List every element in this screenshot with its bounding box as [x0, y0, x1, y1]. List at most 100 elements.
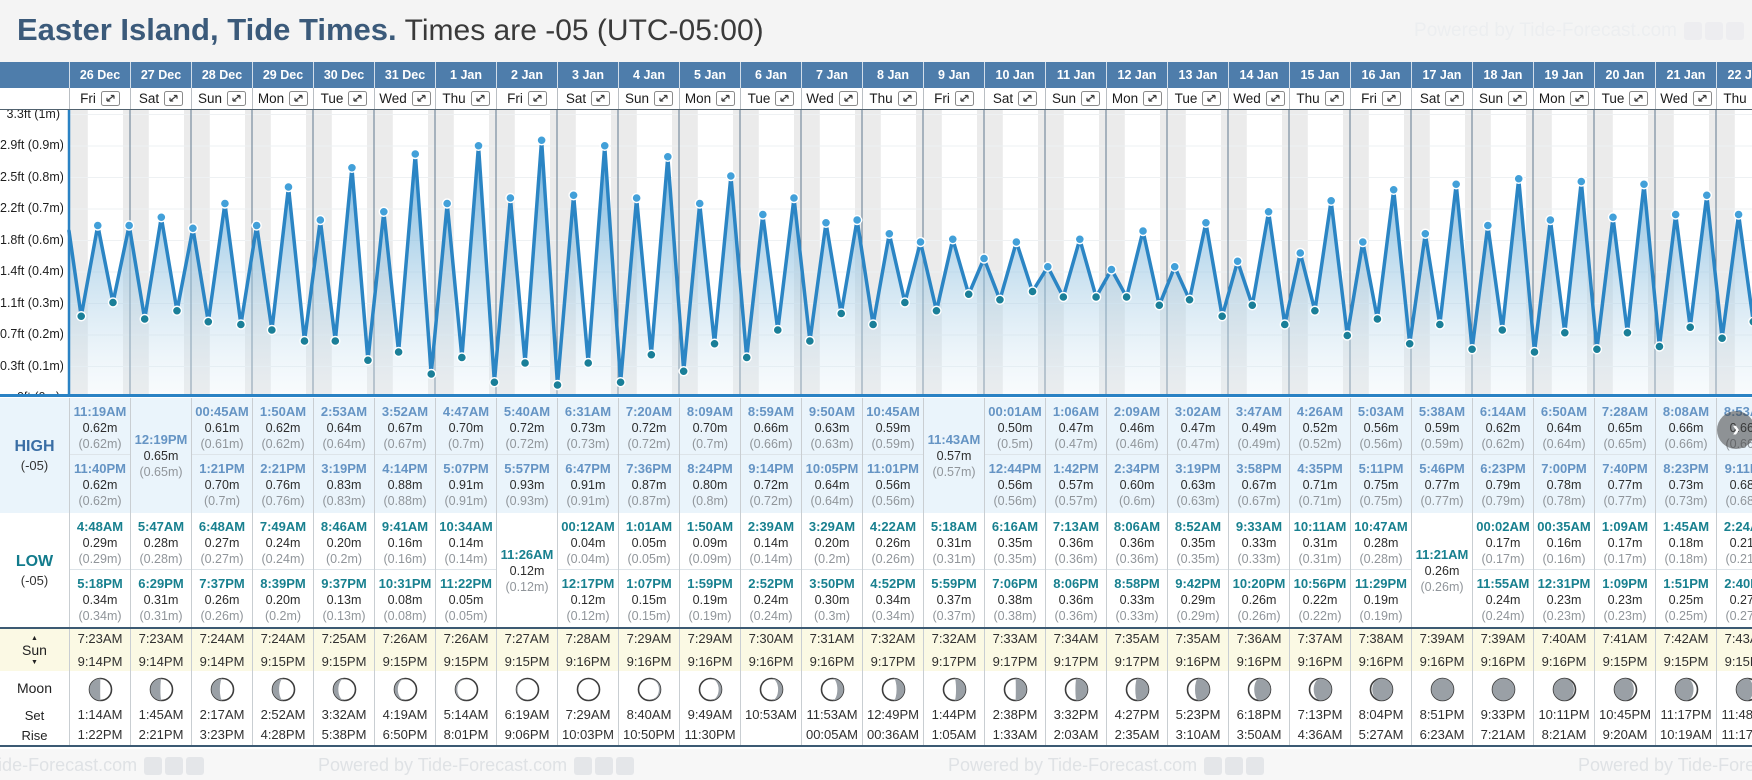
tide-time: 3:47AM — [1235, 404, 1283, 419]
expand-day-icon[interactable] — [348, 91, 368, 106]
expand-day-icon[interactable] — [411, 91, 431, 106]
tide-time: 8:23PM — [1663, 461, 1709, 476]
low-tide-cell: 00:02AM 0.17m (0.17m) 11:55AM 0.24m (0.24m) — [1472, 513, 1533, 627]
weekday-cell[interactable]: Fri — [923, 88, 984, 109]
tide-time: 12:31PM — [1537, 576, 1591, 591]
expand-day-icon[interactable] — [470, 91, 490, 106]
weekday-cell[interactable]: Sat — [984, 88, 1045, 109]
expand-day-icon[interactable] — [1570, 91, 1590, 106]
weekday-cell[interactable]: Sun — [1045, 88, 1106, 109]
expand-day-icon[interactable] — [100, 91, 120, 106]
expand-day-icon[interactable] — [1143, 91, 1163, 106]
weekday-cell[interactable]: Fri — [1350, 88, 1411, 109]
moonset-time: 4:19AM — [382, 707, 428, 722]
weekday-label: Wed — [1660, 91, 1688, 106]
expand-day-icon[interactable] — [716, 91, 736, 106]
tide-time: 5:57PM — [504, 461, 550, 476]
weekday-cell[interactable]: Mon — [1106, 88, 1167, 109]
weekday-cell[interactable]: Tue — [1167, 88, 1228, 109]
weekday-cell[interactable]: Tue — [740, 88, 801, 109]
weekday-cell[interactable]: Wed — [374, 88, 435, 109]
next-days-button[interactable]: › — [1717, 411, 1752, 449]
high-tide-marker — [694, 198, 705, 209]
weekday-cell[interactable]: Wed — [1655, 88, 1716, 109]
tide-time: 1:06AM — [1052, 404, 1100, 419]
expand-day-icon[interactable] — [1629, 91, 1649, 106]
expand-day-icon[interactable] — [775, 91, 795, 106]
high-tide-cell: 2:09AM 0.46m (0.46m) 2:34PM 0.60m (0.6m) — [1106, 398, 1167, 513]
weekday-cell[interactable]: Fri — [69, 88, 130, 109]
tide-height-alt: (0.26m) — [1237, 609, 1281, 623]
high-tide-marker — [441, 198, 453, 209]
tide-height: 0.05m — [631, 536, 667, 550]
date-header-cell: 26 Dec — [69, 62, 130, 88]
expand-day-icon[interactable] — [527, 91, 547, 106]
weekday-cell[interactable]: Sun — [1472, 88, 1533, 109]
weekday-cell[interactable]: Sun — [191, 88, 252, 109]
expand-day-icon[interactable] — [1018, 91, 1038, 106]
expand-day-icon[interactable] — [1508, 91, 1528, 106]
weekday-cell[interactable]: Fri — [496, 88, 557, 109]
tide-time: 5:07PM — [443, 461, 489, 476]
expand-day-icon[interactable] — [1265, 91, 1285, 106]
weekday-cell[interactable]: Wed — [1228, 88, 1289, 109]
moon-phase-icon — [1734, 671, 1752, 705]
low-tide-marker — [1466, 344, 1478, 355]
weekday-label: Tue — [320, 91, 344, 106]
tide-time: 8:52AM — [1174, 519, 1222, 534]
tide-height: 0.77m — [1607, 478, 1643, 492]
weekday-cell[interactable]: Mon — [252, 88, 313, 109]
tide-event: 6:31AM 0.73m (0.73m) — [558, 398, 618, 454]
weekday-label: Fri — [80, 91, 96, 106]
expand-day-icon[interactable] — [838, 91, 858, 106]
expand-day-icon[interactable] — [1445, 91, 1465, 106]
weekday-cell[interactable]: Sun — [618, 88, 679, 109]
expand-day-icon[interactable] — [1324, 91, 1344, 106]
tide-event: 1:45AM 0.18m (0.18m) — [1656, 513, 1716, 569]
tide-height: 0.33m — [1119, 593, 1155, 607]
expand-day-icon[interactable] — [227, 91, 247, 106]
expand-day-icon[interactable] — [1692, 91, 1712, 106]
sun-times-cell: 7:27AM 9:15PM — [496, 629, 557, 671]
high-tide-marker — [1638, 179, 1650, 190]
expand-day-icon[interactable] — [654, 91, 674, 106]
moon-phase-icon — [1551, 671, 1578, 705]
low-tide-cell: 5:47AM 0.28m (0.28m) 6:29PM 0.31m (0.31m) — [130, 513, 191, 627]
sunset-time: 9:16PM — [1480, 653, 1526, 669]
sun-times-cell: 7:32AM 9:17PM — [862, 629, 923, 671]
high-tide-marker — [1482, 220, 1494, 231]
tide-time: 10:45AM — [866, 404, 920, 419]
expand-day-icon[interactable] — [1081, 91, 1101, 106]
weekday-label: Wed — [806, 91, 834, 106]
high-tide-cell: 3:52AM 0.67m (0.67m) 4:14PM 0.88m (0.88m) — [374, 398, 435, 513]
sunset-time: 9:16PM — [1419, 653, 1465, 669]
weekday-cell[interactable]: Tue — [1594, 88, 1655, 109]
tide-time: 9:50AM — [808, 404, 856, 419]
sunset-time: 9:15PM — [321, 653, 367, 669]
expand-day-icon[interactable] — [897, 91, 917, 106]
expand-day-icon[interactable] — [289, 91, 309, 106]
weekday-cell[interactable]: Thu — [435, 88, 496, 109]
weekday-cell[interactable]: Wed — [801, 88, 862, 109]
weekday-cell[interactable]: Mon — [1533, 88, 1594, 109]
weekday-cell[interactable]: Thu — [1289, 88, 1350, 109]
expand-day-icon[interactable] — [954, 91, 974, 106]
expand-day-icon[interactable] — [164, 91, 184, 106]
weekday-cell[interactable]: Sat — [557, 88, 618, 109]
expand-day-icon[interactable] — [1202, 91, 1222, 106]
moon-cell: 6:19AM 9:06PM — [496, 671, 557, 745]
high-tide-marker — [1701, 190, 1713, 201]
weekday-cell[interactable]: Thu — [1716, 88, 1752, 109]
low-tide-marker — [1591, 344, 1603, 355]
weekday-cell[interactable]: Sat — [130, 88, 191, 109]
expand-day-icon[interactable] — [1381, 91, 1401, 106]
expand-day-icon[interactable] — [591, 91, 611, 106]
weekday-cell[interactable]: Mon — [679, 88, 740, 109]
weekday-cell[interactable]: Thu — [862, 88, 923, 109]
sunrise-time: 7:34AM — [1053, 630, 1099, 646]
tide-height: 0.64m — [1546, 421, 1582, 435]
weekday-cell[interactable]: Tue — [313, 88, 374, 109]
weekday-cell[interactable]: Sat — [1411, 88, 1472, 109]
weekday-label: Sat — [1419, 91, 1441, 106]
tide-time: 9:42PM — [1175, 576, 1221, 591]
